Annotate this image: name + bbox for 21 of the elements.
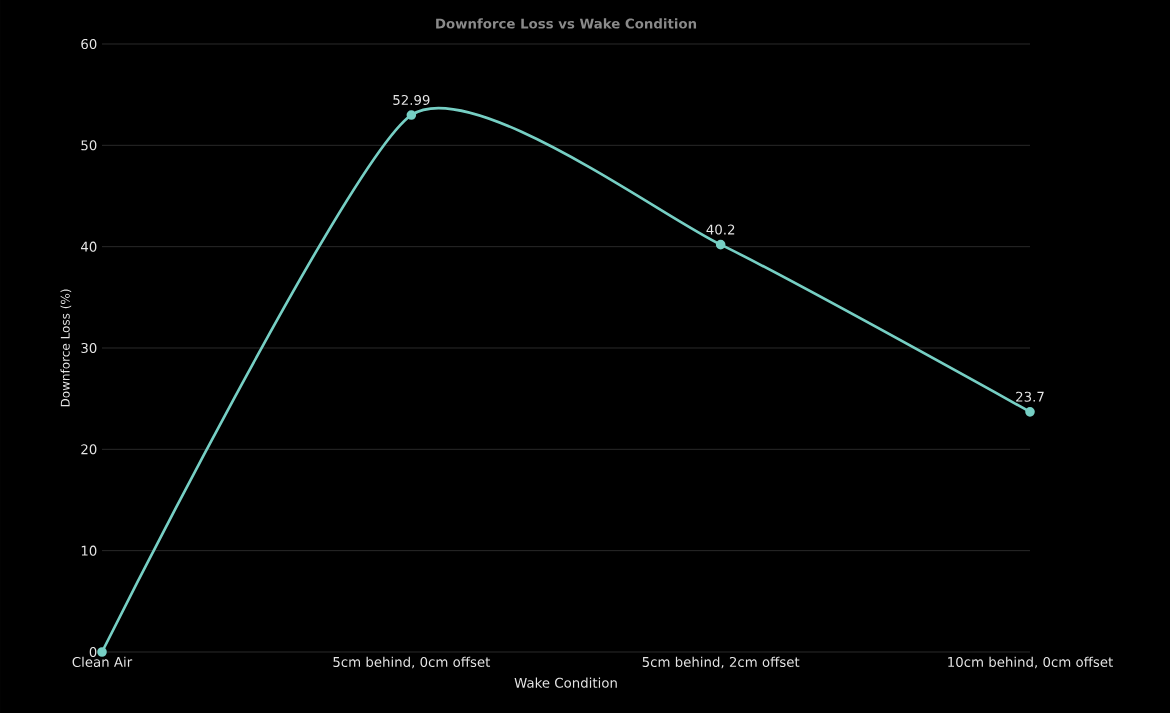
chart-title: Downforce Loss vs Wake Condition bbox=[436, 18, 697, 29]
data-label: 40.2 bbox=[706, 224, 735, 235]
x-tick-label: 5cm behind, 0cm offset bbox=[333, 656, 491, 669]
y-tick-label: 50 bbox=[81, 140, 97, 151]
x-tick-label: 10cm behind, 0cm offset bbox=[948, 656, 1113, 669]
point bbox=[406, 110, 417, 120]
y-tick-label: 0 bbox=[89, 646, 97, 658]
y-tick-label: 30 bbox=[81, 342, 97, 354]
point bbox=[1025, 407, 1035, 417]
data-label: 52.99 bbox=[393, 94, 430, 105]
point bbox=[715, 239, 726, 250]
x-axis-title: Wake Condition bbox=[514, 677, 617, 688]
y-tick-label: 60 bbox=[81, 38, 97, 50]
y-tick-label: 20 bbox=[81, 444, 97, 455]
data-label: 23.7 bbox=[1016, 391, 1044, 402]
x-tick-label: Clean Air bbox=[72, 656, 133, 668]
y-tick-label: 10 bbox=[81, 545, 97, 556]
y-axis-title: Downforce Loss (%) bbox=[60, 289, 72, 407]
point bbox=[97, 647, 107, 657]
x-tick-label: 5cm behind, 2cm offset bbox=[642, 656, 800, 669]
y-tick-label: 40 bbox=[80, 241, 97, 252]
